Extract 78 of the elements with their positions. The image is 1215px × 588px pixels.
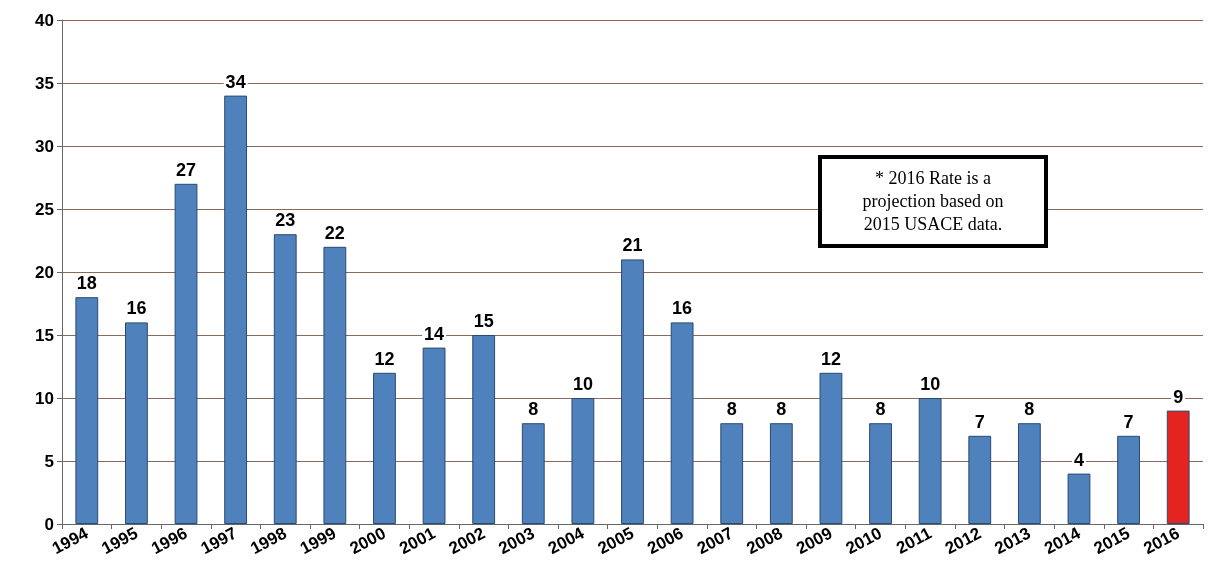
bar xyxy=(819,372,843,524)
y-tick-label: 20 xyxy=(35,262,54,282)
bar xyxy=(174,183,198,524)
data-label: 16 xyxy=(672,298,693,319)
y-tick-label: 35 xyxy=(35,73,54,93)
note-box: * 2016 Rate is a projection based on 2015 USACE data. xyxy=(818,155,1048,248)
bar xyxy=(323,246,347,524)
bar xyxy=(1166,410,1190,524)
data-label: 16 xyxy=(126,298,147,319)
data-label: 8 xyxy=(528,399,539,420)
x-tick-label: 2001 xyxy=(396,523,439,559)
bar xyxy=(273,234,297,524)
data-label: 18 xyxy=(76,273,97,294)
data-label: 9 xyxy=(1173,386,1184,407)
y-tick-label: 25 xyxy=(35,199,54,219)
bar xyxy=(720,423,744,524)
x-tick-label: 1996 xyxy=(148,523,191,559)
bar xyxy=(571,398,595,524)
data-label: 21 xyxy=(622,235,643,256)
data-label: 8 xyxy=(726,399,737,420)
x-tick-label: 2003 xyxy=(495,523,538,559)
x-tick-label: 1998 xyxy=(247,523,290,559)
y-tick-label: 15 xyxy=(35,325,54,345)
data-label: 7 xyxy=(1123,411,1134,432)
x-tick-label: 2007 xyxy=(693,523,737,559)
bar xyxy=(968,435,992,524)
data-label: 23 xyxy=(275,210,296,231)
data-label: 8 xyxy=(1024,399,1035,420)
data-label: 12 xyxy=(374,348,395,369)
y-tick-label: 5 xyxy=(44,451,54,471)
bar xyxy=(918,398,942,524)
data-label: 12 xyxy=(820,348,841,369)
x-tick-label: 2002 xyxy=(445,523,489,559)
x-tick-label: 2016 xyxy=(1140,523,1183,559)
x-tick-label: 2014 xyxy=(1041,523,1084,559)
bar xyxy=(1067,473,1091,524)
data-label: 15 xyxy=(473,311,494,331)
x-tick-label: 1997 xyxy=(197,523,241,559)
x-tick-label: 2011 xyxy=(893,523,935,558)
data-label: 4 xyxy=(1073,449,1084,470)
data-label: 14 xyxy=(424,323,445,344)
x-tick-label: 1999 xyxy=(297,523,340,559)
bar xyxy=(769,423,793,524)
bar xyxy=(621,259,644,524)
y-tick-label: 30 xyxy=(35,136,54,156)
bar xyxy=(224,95,248,524)
x-tick-label: 2005 xyxy=(594,523,637,559)
bar xyxy=(869,423,892,524)
x-tick-label: 2015 xyxy=(1090,523,1134,559)
data-label: 34 xyxy=(225,71,246,92)
bar xyxy=(521,423,545,524)
data-label: 10 xyxy=(572,374,593,394)
x-tick-label: 1995 xyxy=(98,523,141,559)
bar xyxy=(472,335,496,524)
bar xyxy=(670,322,694,524)
x-tick-label: 2010 xyxy=(842,523,885,559)
y-tick-label: 0 xyxy=(44,514,54,534)
data-label: 8 xyxy=(776,399,787,420)
bar xyxy=(1117,435,1140,524)
data-label: 7 xyxy=(974,411,985,432)
x-tick-label: 2000 xyxy=(346,523,389,559)
bar xyxy=(373,372,396,524)
data-label: 8 xyxy=(875,399,886,420)
data-label: 10 xyxy=(920,374,941,394)
data-label: 22 xyxy=(324,222,345,243)
bar xyxy=(75,297,99,524)
x-tick-label: 2013 xyxy=(991,523,1034,559)
bar xyxy=(422,347,446,524)
bar xyxy=(1017,423,1041,524)
x-tick-label: 2009 xyxy=(793,523,836,559)
x-tick-label: 2004 xyxy=(545,523,588,559)
x-tick-label: 2008 xyxy=(743,523,786,559)
y-tick-label: 40 xyxy=(35,10,54,30)
y-tick-label: 10 xyxy=(35,388,54,408)
x-tick-label: 2012 xyxy=(941,523,985,559)
bar xyxy=(125,322,148,524)
data-label: 27 xyxy=(176,159,197,180)
x-tick-label: 2006 xyxy=(644,523,687,559)
